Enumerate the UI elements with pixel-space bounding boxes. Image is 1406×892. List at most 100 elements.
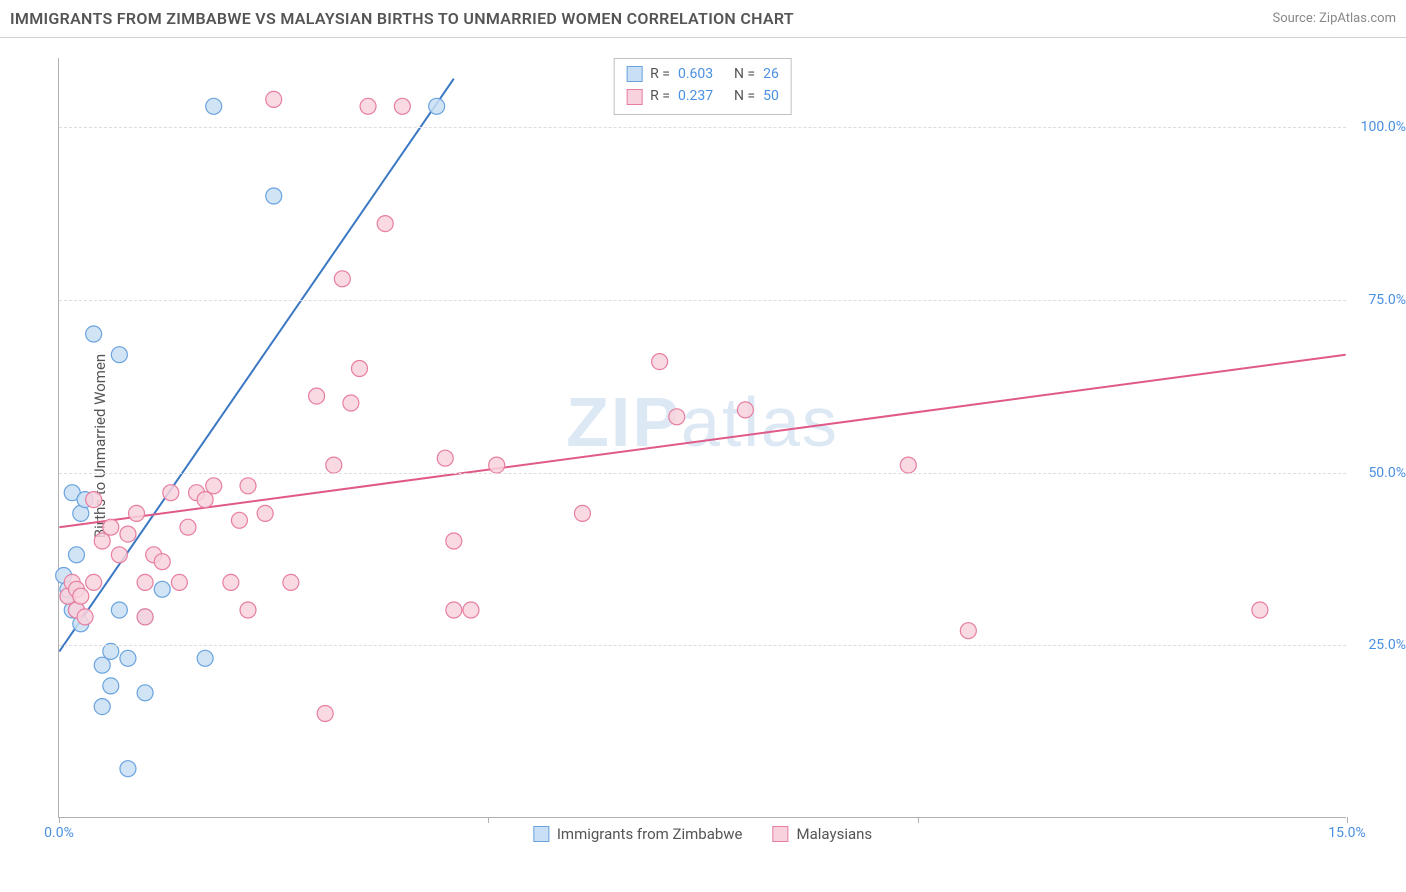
x-tick-label: 0.0%	[44, 825, 74, 841]
legend-swatch	[626, 89, 642, 105]
x-tick	[1347, 817, 1348, 823]
data-point	[257, 505, 273, 521]
data-point	[77, 609, 93, 625]
data-point	[163, 485, 179, 501]
legend-n-value: 50	[763, 85, 779, 107]
legend-row: R =0.603N =26	[626, 63, 779, 85]
data-point	[86, 326, 102, 342]
correlation-legend: R =0.603N =26R =0.237N =50	[613, 58, 792, 115]
data-point	[317, 706, 333, 722]
x-tick	[918, 817, 919, 823]
legend-row: R = 0.237 N = 50	[626, 85, 779, 107]
data-point	[960, 623, 976, 639]
data-point	[377, 216, 393, 232]
data-point	[120, 761, 136, 777]
data-point	[206, 98, 222, 114]
data-point	[437, 450, 453, 466]
data-point	[111, 602, 127, 618]
y-tick-label: 25.0%	[1351, 637, 1406, 653]
data-point	[266, 188, 282, 204]
gridline	[59, 300, 1346, 301]
legend-n-label: N =	[734, 85, 755, 107]
data-point	[231, 512, 247, 528]
data-point	[283, 574, 299, 590]
data-point	[1252, 602, 1268, 618]
data-point	[94, 699, 110, 715]
data-point	[206, 478, 222, 494]
scatter-plot-svg	[59, 58, 1346, 817]
data-point	[652, 354, 668, 370]
legend-r-value: 0.237	[678, 85, 726, 107]
data-point	[94, 657, 110, 673]
trend-line	[59, 355, 1345, 527]
x-legend-item: Malaysians	[773, 825, 873, 843]
y-tick-label: 75.0%	[1351, 292, 1406, 308]
data-point	[463, 602, 479, 618]
data-point	[137, 685, 153, 701]
chart-title: IMMIGRANTS FROM ZIMBABWE VS MALAYSIAN BI…	[10, 9, 794, 28]
data-point	[574, 505, 590, 521]
data-point	[69, 547, 85, 563]
data-point	[343, 395, 359, 411]
data-point	[223, 574, 239, 590]
data-point	[86, 492, 102, 508]
data-point	[120, 526, 136, 542]
data-point	[240, 478, 256, 494]
data-point	[446, 602, 462, 618]
data-point	[197, 492, 213, 508]
data-point	[171, 574, 187, 590]
data-point	[240, 602, 256, 618]
source-attribution: Source: ZipAtlas.com	[1272, 11, 1396, 26]
x-axis-legend: Immigrants from Zimbabwe Malaysians	[533, 825, 872, 843]
data-point	[360, 98, 376, 114]
data-point	[429, 98, 445, 114]
x-legend-item: Immigrants from Zimbabwe	[533, 825, 743, 843]
data-point	[737, 402, 753, 418]
data-point	[103, 678, 119, 694]
legend-n-value: 26	[763, 63, 779, 85]
x-tick-label: 15.0%	[1328, 825, 1366, 841]
legend-swatch	[533, 826, 549, 842]
x-legend-label: Malaysians	[797, 825, 873, 843]
x-legend-label: Immigrants from Zimbabwe	[557, 825, 743, 843]
data-point	[351, 361, 367, 377]
legend-swatch	[773, 826, 789, 842]
data-point	[111, 347, 127, 363]
y-tick-label: 50.0%	[1351, 465, 1406, 481]
data-point	[137, 574, 153, 590]
data-point	[309, 388, 325, 404]
data-point	[86, 574, 102, 590]
data-point	[394, 98, 410, 114]
data-point	[120, 650, 136, 666]
data-point	[73, 588, 89, 604]
data-point	[489, 457, 505, 473]
trend-line	[59, 79, 453, 652]
data-point	[103, 519, 119, 535]
data-point	[129, 505, 145, 521]
data-point	[334, 271, 350, 287]
data-point	[111, 547, 127, 563]
legend-r-label: R =	[650, 63, 670, 85]
title-bar: IMMIGRANTS FROM ZIMBABWE VS MALAYSIAN BI…	[0, 0, 1406, 38]
gridline	[59, 473, 1346, 474]
plot-area: ZIPatlas R =0.603N =26R =0.237N =50 Immi…	[58, 58, 1346, 818]
data-point	[180, 519, 196, 535]
legend-r-label: R =	[650, 85, 670, 107]
data-point	[266, 91, 282, 107]
y-tick-label: 100.0%	[1351, 119, 1406, 135]
x-tick	[59, 817, 60, 823]
gridline	[59, 127, 1346, 128]
legend-swatch	[626, 66, 642, 82]
data-point	[326, 457, 342, 473]
gridline	[59, 645, 1346, 646]
data-point	[154, 581, 170, 597]
data-point	[197, 650, 213, 666]
x-tick	[488, 817, 489, 823]
data-point	[446, 533, 462, 549]
data-point	[154, 554, 170, 570]
data-point	[669, 409, 685, 425]
data-point	[94, 533, 110, 549]
data-point	[137, 609, 153, 625]
data-point	[900, 457, 916, 473]
legend-n-label: N =	[734, 63, 755, 85]
